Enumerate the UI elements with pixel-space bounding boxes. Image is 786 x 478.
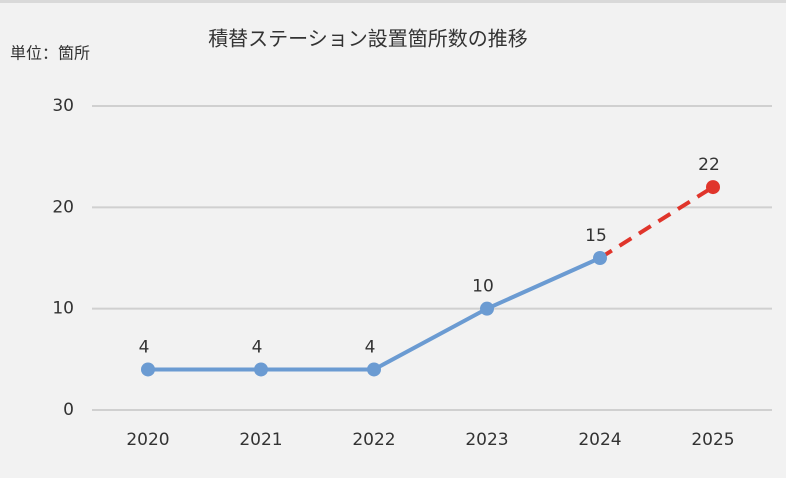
x-tick-label: 2023 <box>465 430 508 450</box>
x-tick-label: 2020 <box>126 430 169 450</box>
data-label: 15 <box>585 226 607 246</box>
point-marker <box>141 362 155 377</box>
y-tick-label: 30 <box>52 96 74 116</box>
top-border <box>0 0 786 3</box>
data-label: 10 <box>472 277 494 297</box>
point-marker <box>593 251 607 265</box>
data-label: 4 <box>139 337 150 357</box>
y-tick-label: 0 <box>63 400 74 420</box>
x-tick-label: 2022 <box>352 430 395 450</box>
data-label: 4 <box>365 337 376 357</box>
point-marker <box>367 362 381 377</box>
x-tick-label: 2024 <box>578 430 621 450</box>
x-tick-label: 2025 <box>691 430 734 450</box>
unit-label: 単位：箇所 <box>10 44 90 63</box>
x-tick-label: 2021 <box>239 430 282 450</box>
point-marker <box>480 301 494 316</box>
chart-title: 積替ステーション設置箇所数の推移 <box>208 27 528 51</box>
data-label: 22 <box>698 155 720 175</box>
data-label: 4 <box>252 337 263 357</box>
y-tick-label: 10 <box>52 299 74 319</box>
point-marker <box>254 362 268 377</box>
point-marker <box>706 180 720 195</box>
y-tick-label: 20 <box>52 197 74 217</box>
series-line <box>598 185 715 260</box>
